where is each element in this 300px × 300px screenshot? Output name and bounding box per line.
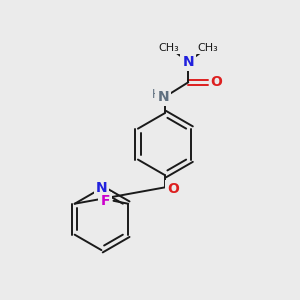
Text: F: F	[100, 194, 110, 208]
Text: N: N	[158, 90, 169, 104]
Text: CH₃: CH₃	[159, 43, 179, 52]
Text: H: H	[152, 88, 160, 101]
Text: O: O	[167, 182, 179, 196]
Text: N: N	[96, 181, 107, 195]
Text: CH₃: CH₃	[197, 43, 218, 52]
Text: N: N	[182, 55, 194, 69]
Text: O: O	[211, 75, 223, 89]
